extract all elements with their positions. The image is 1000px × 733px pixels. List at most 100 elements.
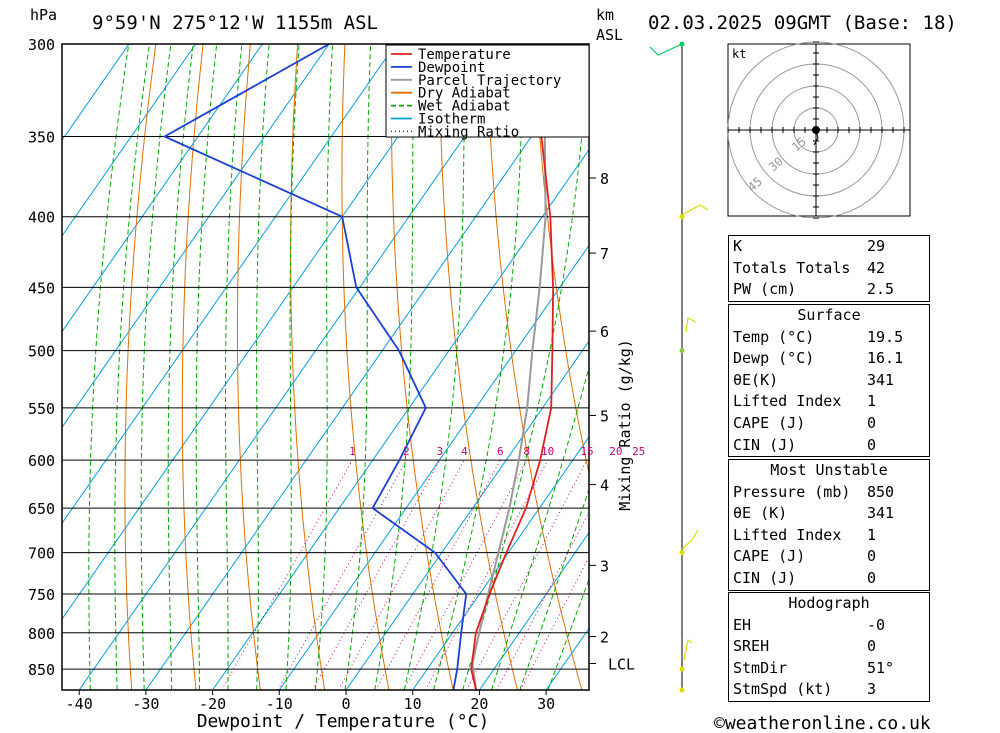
index-value: 0: [867, 435, 877, 454]
index-label: CIN (J): [733, 435, 797, 454]
index-label: CAPE (J): [733, 547, 806, 566]
mixing-ratio-label: 4: [461, 445, 468, 458]
index-value: 0: [867, 547, 877, 566]
pressure-tick-label: 400: [28, 209, 55, 227]
hodograph-storm-motion: [812, 126, 820, 134]
section-title: Surface: [797, 306, 861, 324]
wind-barb: [683, 638, 693, 661]
pressure-tick-label: 750: [28, 586, 55, 604]
altitude-tick-label: 6: [600, 323, 609, 341]
index-label: K: [733, 237, 743, 255]
index-row: StmDir 51°: [729, 658, 929, 680]
index-row: EH -0: [729, 615, 929, 637]
index-row: CIN (J) 0: [729, 568, 929, 590]
index-value: 341: [867, 370, 895, 389]
plot-frame: [61, 43, 590, 691]
index-value: 850: [867, 482, 895, 501]
index-value: 0: [867, 413, 877, 432]
mixing-ratio-label: 3: [437, 445, 444, 458]
index-label: Lifted Index: [733, 525, 842, 544]
datetime-title: 02.03.2025 09GMT (Base: 18): [648, 12, 957, 34]
mixing-ratio-label: 6: [497, 445, 504, 458]
index-value: -0: [867, 615, 886, 634]
altitude-tick-label: 7: [600, 245, 609, 263]
index-row: Lifted Index 1: [729, 391, 929, 413]
isotherm-line: [145, 53, 589, 690]
index-row: K 29: [729, 236, 929, 258]
index-value: 1: [867, 525, 877, 544]
index-row: Lifted Index 1: [729, 525, 929, 547]
asl-unit-label: ASL: [596, 26, 623, 44]
index-row: PW (cm) 2.5: [729, 279, 929, 301]
index-value: 51°: [867, 658, 895, 677]
isotherm-line: [278, 244, 589, 690]
isotherm-line: [62, 44, 197, 237]
temp-tick-label: 0: [341, 695, 350, 713]
temp-tick-label: -10: [266, 695, 293, 713]
mixing-ratio-label: 15: [580, 445, 593, 458]
dry-adiabat-line: [124, 44, 157, 690]
index-label: θE (K): [733, 504, 788, 523]
parcel-trajectory-line: [471, 44, 547, 690]
mixing-ratio-label: 1: [349, 445, 356, 458]
legend-label: Parcel Trajectory: [418, 73, 561, 89]
wind-level-marker: [679, 666, 685, 672]
index-label: EH: [733, 615, 752, 634]
wet-adiabat-line: [256, 44, 270, 690]
index-row: SREH 0: [729, 636, 929, 658]
index-label: PW (cm): [733, 280, 797, 299]
wet-adiabat-line: [140, 44, 172, 690]
wet-adiabat-line: [490, 365, 589, 690]
wet-adiabat-line: [403, 44, 466, 690]
index-row: Totals Totals 42: [729, 258, 929, 280]
pressure-tick-label: 300: [28, 36, 55, 54]
wind-level-marker: [679, 214, 685, 220]
index-value: 341: [867, 504, 895, 523]
legend-label: Wet Adiabat: [418, 99, 511, 115]
mixing-ratio-line: [277, 459, 407, 690]
legend-label: Temperature: [418, 47, 511, 63]
most-unstable-table: Most Unstable Pressure (mb) 850 θE (K) 341 Li…: [728, 459, 930, 591]
isotherm-line: [62, 44, 263, 333]
altitude-tick-label: 2: [600, 629, 609, 647]
dry-adiabat-line: [580, 44, 589, 140]
temp-tick-label: 30: [537, 695, 555, 713]
mixing-ratio-line: [312, 459, 441, 690]
temp-tick-label: 10: [404, 695, 422, 713]
x-axis-title: Dewpoint / Temperature (°C): [197, 711, 490, 732]
temperature-line: [470, 44, 555, 690]
index-value: 3: [867, 680, 877, 699]
dry-adiabat-line: [341, 44, 390, 690]
index-value: 16.1: [867, 349, 904, 368]
index-row: Pressure (mb) 850: [729, 482, 929, 504]
dry-adiabat-line: [237, 44, 261, 690]
mixing-ratio-label: 8: [523, 445, 530, 458]
pressure-tick-label: 650: [28, 500, 55, 518]
wet-adiabat-line: [114, 44, 150, 690]
index-value: 42: [867, 258, 886, 277]
index-label: StmSpd (kt): [733, 680, 833, 699]
mixing-ratio-line: [221, 459, 353, 690]
isotherm-line: [412, 436, 589, 690]
mixing-ratio-line: [466, 459, 588, 690]
section-title: Hodograph: [788, 594, 870, 612]
mixing-ratio-line: [496, 510, 589, 690]
dry-adiabat-line: [181, 44, 204, 690]
index-label: StmDir: [733, 658, 788, 677]
index-label: CAPE (J): [733, 413, 806, 432]
wet-adiabat-line: [519, 487, 589, 690]
index-value: 29: [867, 237, 886, 255]
pressure-tick-label: 850: [28, 661, 55, 679]
wet-adiabat-line: [344, 44, 372, 690]
index-label: CIN (J): [733, 568, 797, 587]
index-label: SREH: [733, 637, 770, 656]
dry-adiabat-line: [533, 44, 589, 476]
altitude-tick-label: 5: [600, 407, 609, 425]
legend-label: Dry Adiabat: [418, 86, 511, 102]
isotherm-line: [62, 44, 330, 429]
pressure-unit-label: hPa: [30, 6, 57, 24]
index-value: 2.5: [867, 280, 895, 299]
wet-adiabat-line: [314, 44, 334, 690]
